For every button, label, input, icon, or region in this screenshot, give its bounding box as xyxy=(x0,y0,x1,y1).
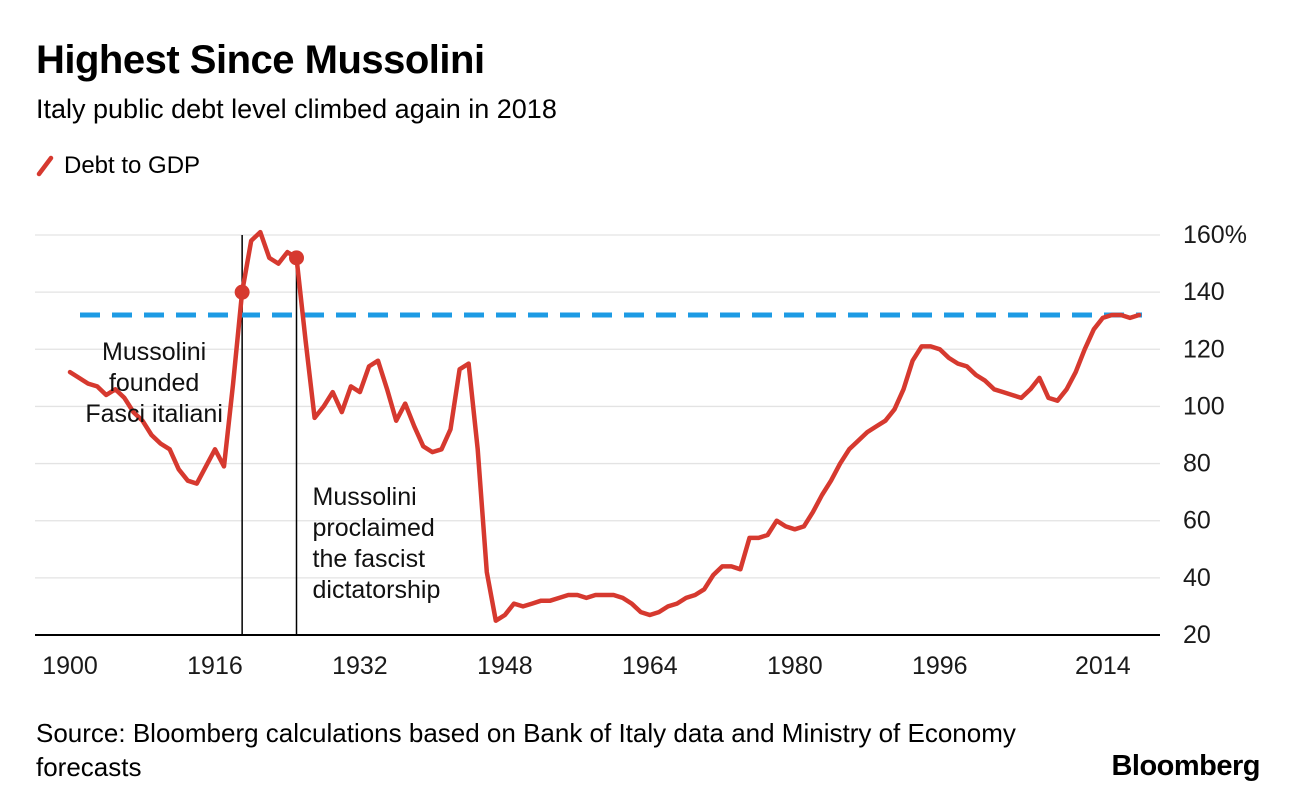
x-axis-label: 1932 xyxy=(332,652,388,680)
event-dot xyxy=(234,284,250,300)
event-annotation: the fascist xyxy=(313,545,426,573)
y-axis-label: 80 xyxy=(1183,450,1211,478)
y-axis-label: 140 xyxy=(1183,278,1225,306)
bloomberg-logo: Bloomberg xyxy=(1111,750,1260,782)
y-axis-label: 120 xyxy=(1183,335,1225,363)
x-axis-label: 1900 xyxy=(42,652,98,680)
y-axis-label: 40 xyxy=(1183,564,1211,592)
event-annotation: Mussolini xyxy=(102,338,206,366)
debt-to-gdp-line xyxy=(67,229,1142,623)
legend: Debt to GDP xyxy=(36,152,200,180)
x-axis-label: 2014 xyxy=(1075,652,1131,680)
event-dot xyxy=(289,250,304,266)
x-axis-label: 1996 xyxy=(912,652,968,680)
x-axis-label: 1916 xyxy=(187,652,243,680)
x-axis-label: 1948 xyxy=(477,652,533,680)
source-note: Source: Bloomberg calculations based on … xyxy=(36,718,1016,782)
event-annotation: Mussolini xyxy=(313,483,417,511)
y-axis-label: 160% xyxy=(1183,221,1247,249)
debt-to-gdp-chart: 160% 140 120 100 80 60 40 20 1900 1916 1932 1948 196… xyxy=(35,221,1247,680)
event-annotation: Fasci italiani xyxy=(85,400,223,428)
chart-title: Highest Since Mussolini xyxy=(36,38,485,82)
legend-line-mark xyxy=(36,155,54,177)
event-annotation: dictatorship xyxy=(313,576,441,604)
y-axis-label: 100 xyxy=(1183,392,1225,420)
x-axis-label: 1980 xyxy=(767,652,823,680)
x-axis-label: 1964 xyxy=(622,652,678,680)
legend-label: Debt to GDP xyxy=(64,152,201,179)
event-annotation: founded xyxy=(109,369,199,397)
event-annotation: proclaimed xyxy=(313,514,435,542)
line-series-swatch-icon xyxy=(36,155,54,177)
y-axis-label: 20 xyxy=(1183,621,1211,649)
chart-subtitle: Italy public debt level climbed again in… xyxy=(36,94,557,124)
y-axis-label: 60 xyxy=(1183,507,1211,535)
